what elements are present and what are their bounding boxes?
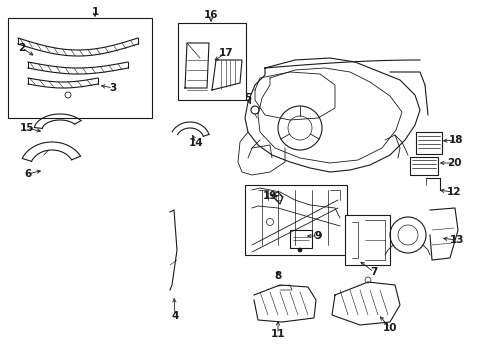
Text: 4: 4: [171, 311, 178, 321]
Text: 16: 16: [203, 10, 218, 20]
Bar: [409, 157, 437, 175]
Bar: [8, 18, 152, 118]
Text: 7: 7: [369, 267, 377, 277]
Text: 10: 10: [382, 323, 396, 333]
Text: 9: 9: [314, 231, 321, 241]
Text: 5: 5: [244, 93, 251, 103]
Text: 18: 18: [448, 135, 462, 145]
Text: 19: 19: [262, 191, 277, 201]
Text: 3: 3: [109, 83, 116, 93]
Text: 13: 13: [449, 235, 463, 245]
Text: 1: 1: [91, 7, 99, 17]
Text: 15: 15: [20, 123, 34, 133]
Bar: [289, 230, 311, 248]
Text: 14: 14: [188, 138, 203, 148]
Text: 2: 2: [19, 43, 25, 53]
Text: 11: 11: [270, 329, 285, 339]
Bar: [415, 132, 441, 154]
Text: 17: 17: [218, 48, 233, 58]
Text: 20: 20: [446, 158, 460, 168]
Bar: [244, 185, 346, 255]
Bar: [178, 23, 245, 100]
Circle shape: [297, 248, 302, 252]
Text: 12: 12: [446, 187, 460, 197]
Bar: [345, 215, 389, 265]
Text: 6: 6: [24, 169, 32, 179]
Text: 8: 8: [274, 271, 281, 281]
